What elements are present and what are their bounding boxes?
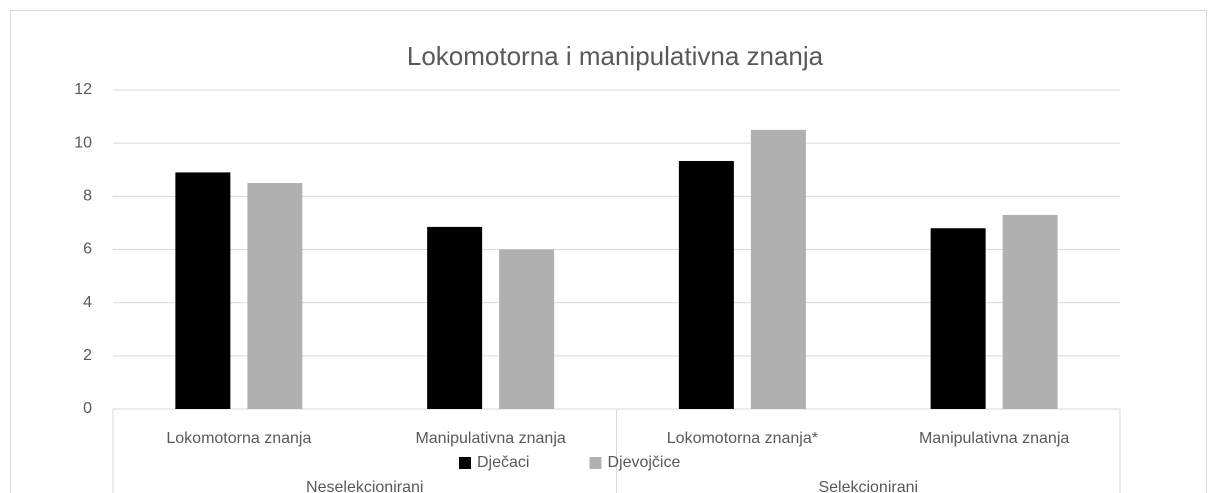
bar <box>247 183 303 409</box>
legend-swatch <box>459 457 471 469</box>
y-tick-label: 0 <box>83 400 92 417</box>
bar <box>427 226 483 409</box>
y-tick-label: 8 <box>83 188 92 205</box>
legend-label: Djevojčice <box>607 454 680 471</box>
group-label: Neselekcionirani <box>306 479 423 493</box>
legend-swatch <box>589 457 602 469</box>
y-tick-label: 4 <box>83 294 92 311</box>
x-tick-label: Lokomotorna znanja* <box>667 430 818 447</box>
x-tick-label: Manipulativna znanja <box>415 430 565 447</box>
bar <box>175 172 231 409</box>
bar <box>930 228 986 409</box>
x-tick-label: Lokomotorna znanja <box>166 430 311 447</box>
y-tick-label: 6 <box>83 241 92 258</box>
group-label: Selekcionirani <box>818 479 918 493</box>
y-tick-label: 10 <box>74 134 92 151</box>
legend-label: Dječaci <box>477 454 529 471</box>
x-tick-label: Manipulativna znanja <box>919 430 1069 447</box>
y-tick-label: 2 <box>83 347 92 364</box>
bar <box>499 249 555 409</box>
y-tick-label: 12 <box>74 81 92 98</box>
bar <box>678 160 734 409</box>
chart-title: Lokomotorna i manipulativna znanja <box>407 41 824 71</box>
bar <box>1002 214 1058 409</box>
bar <box>750 129 806 409</box>
